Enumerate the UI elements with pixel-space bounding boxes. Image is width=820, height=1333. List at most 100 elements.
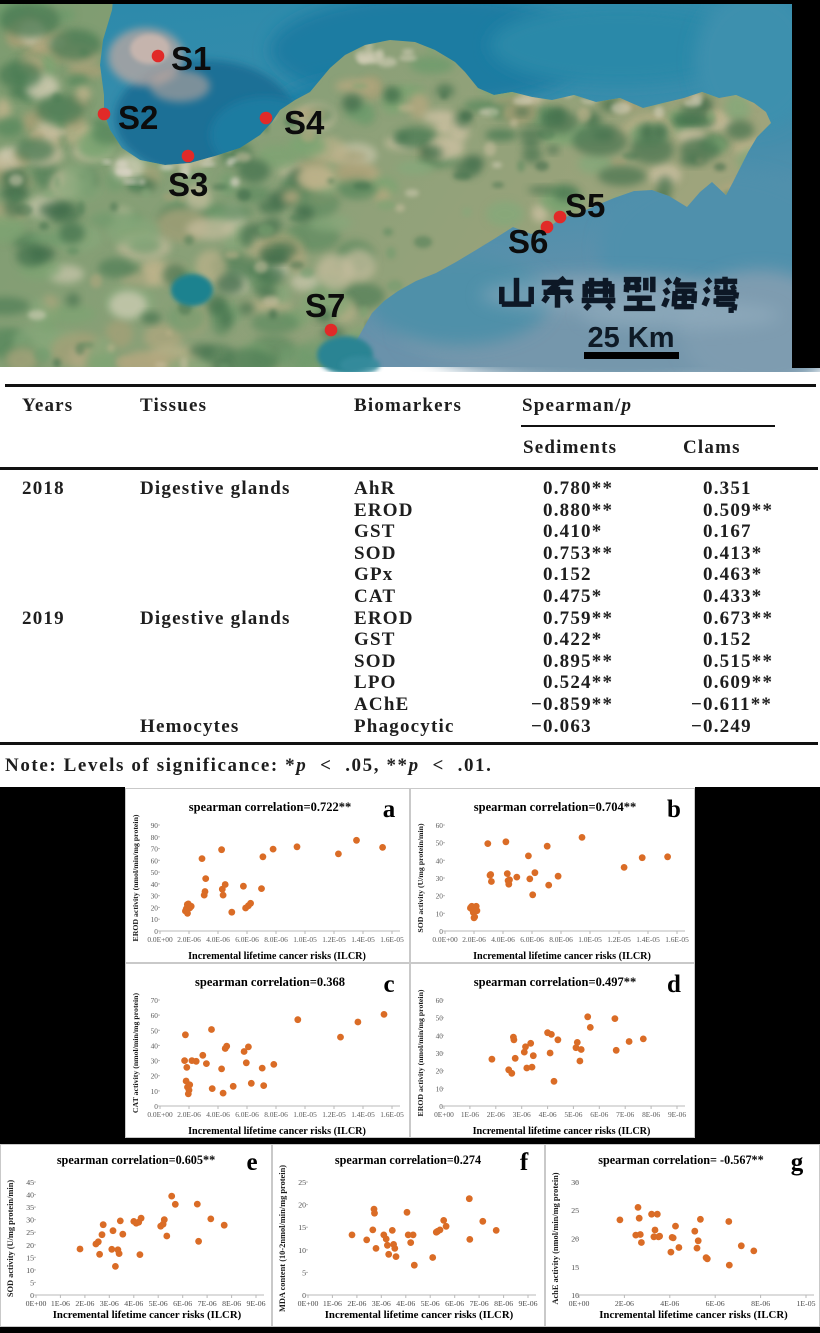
svg-text:4E-06: 4E-06 — [539, 1110, 557, 1119]
svg-text:30: 30 — [151, 892, 159, 901]
svg-text:6E-06: 6E-06 — [173, 1299, 192, 1308]
svg-text:25: 25 — [298, 1178, 306, 1187]
svg-text:2E-06: 2E-06 — [487, 1110, 505, 1119]
svg-text:CAT activity (nmol/min/mg prot: CAT activity (nmol/min/mg protein) — [131, 993, 140, 1114]
svg-text:7E-06: 7E-06 — [616, 1110, 634, 1119]
svg-text:20: 20 — [571, 1235, 579, 1244]
svg-text:0.0E+00: 0.0E+00 — [147, 935, 173, 944]
svg-text:50: 50 — [151, 1026, 159, 1035]
svg-text:15: 15 — [571, 1263, 579, 1272]
svg-text:S5: S5 — [565, 187, 605, 224]
svg-text:S1: S1 — [171, 40, 211, 77]
svg-text:0: 0 — [154, 1102, 158, 1111]
svg-text:0: 0 — [302, 1291, 306, 1300]
svg-text:9E-06: 9E-06 — [668, 1110, 686, 1119]
svg-text:30: 30 — [571, 1178, 579, 1187]
svg-text:EROD activity (nmol/min/mg pro: EROD activity (nmol/min/mg protein) — [131, 814, 140, 941]
svg-text:60: 60 — [151, 856, 159, 865]
svg-text:6.0E-06: 6.0E-06 — [235, 1110, 259, 1119]
svg-text:40: 40 — [151, 1041, 159, 1050]
svg-text:15: 15 — [298, 1223, 306, 1232]
svg-text:8E-06: 8E-06 — [751, 1299, 770, 1308]
svg-text:5E-06: 5E-06 — [564, 1110, 582, 1119]
svg-text:6E-06: 6E-06 — [445, 1299, 464, 1308]
svg-text:8E-06: 8E-06 — [494, 1299, 513, 1308]
svg-text:SOD activity (U/mg protein/min: SOD activity (U/mg protein/min) — [416, 823, 425, 933]
svg-text:1E-06: 1E-06 — [323, 1299, 342, 1308]
svg-text:20: 20 — [436, 892, 444, 901]
svg-text:2E-06: 2E-06 — [347, 1299, 366, 1308]
svg-text:1.6E-05: 1.6E-05 — [380, 1110, 404, 1119]
svg-text:70: 70 — [151, 996, 159, 1005]
svg-text:10: 10 — [151, 1087, 159, 1096]
svg-text:1E-05: 1E-05 — [796, 1299, 815, 1308]
svg-text:2.0E-06: 2.0E-06 — [177, 1110, 201, 1119]
svg-text:a: a — [383, 796, 396, 823]
svg-text:1.4E-05: 1.4E-05 — [636, 935, 660, 944]
svg-text:5: 5 — [30, 1278, 34, 1287]
svg-text:f: f — [520, 1149, 529, 1176]
svg-text:10: 10 — [298, 1246, 306, 1255]
svg-text:6.0E-06: 6.0E-06 — [235, 935, 259, 944]
svg-text:spearman correlation= -0.567**: spearman correlation= -0.567** — [598, 1153, 763, 1167]
svg-text:b: b — [667, 796, 681, 823]
svg-text:S4: S4 — [284, 104, 325, 141]
svg-text:10: 10 — [436, 909, 444, 918]
svg-text:40: 40 — [436, 856, 444, 865]
svg-text:c: c — [383, 971, 394, 998]
svg-text:SOD activity (U/mg protein/mi: SOD activity (U/mg protein/min) — [6, 1180, 15, 1298]
svg-text:4.0E-06: 4.0E-06 — [491, 935, 515, 944]
svg-text:3E-06: 3E-06 — [372, 1299, 391, 1308]
svg-text:4E-06: 4E-06 — [124, 1299, 143, 1308]
svg-text:40: 40 — [151, 880, 159, 889]
svg-text:80: 80 — [151, 833, 159, 842]
svg-text:4E-06: 4E-06 — [396, 1299, 415, 1308]
svg-text:60: 60 — [436, 996, 444, 1005]
svg-text:25: 25 — [571, 1206, 579, 1215]
svg-text:7E-06: 7E-06 — [198, 1299, 217, 1308]
svg-text:20: 20 — [151, 903, 159, 912]
svg-text:Incremental lifetime cancer ri: Incremental lifetime cancer risks (ILCR) — [473, 1126, 651, 1137]
svg-text:30: 30 — [436, 1049, 444, 1058]
svg-text:1.4E-05: 1.4E-05 — [351, 935, 375, 944]
svg-text:90: 90 — [151, 821, 159, 830]
svg-text:50: 50 — [436, 839, 444, 848]
svg-text:60: 60 — [151, 1011, 159, 1020]
svg-text:1.2E-05: 1.2E-05 — [322, 1110, 346, 1119]
svg-text:1.2E-05: 1.2E-05 — [607, 935, 631, 944]
svg-text:25: 25 — [26, 1228, 34, 1237]
svg-text:1.0E-05: 1.0E-05 — [293, 935, 317, 944]
svg-text:1.2E-05: 1.2E-05 — [322, 935, 346, 944]
svg-text:d: d — [667, 971, 681, 998]
svg-text:S2: S2 — [118, 99, 158, 136]
svg-text:0E+00: 0E+00 — [569, 1299, 590, 1308]
svg-text:0E+00: 0E+00 — [298, 1299, 319, 1308]
svg-text:1E-06: 1E-06 — [461, 1110, 479, 1119]
svg-text:60: 60 — [436, 821, 444, 830]
svg-text:70: 70 — [151, 845, 159, 854]
svg-text:8.0E-06: 8.0E-06 — [264, 1110, 288, 1119]
svg-text:10: 10 — [436, 1084, 444, 1093]
svg-text:EROD activity (nmol/min/mg pro: EROD activity (nmol/min/mg protein) — [416, 989, 425, 1116]
svg-text:1.0E-05: 1.0E-05 — [293, 1110, 317, 1119]
svg-text:30: 30 — [151, 1057, 159, 1066]
svg-text:10: 10 — [151, 915, 159, 924]
svg-text:AchE activity (nmol/min/mg pr: AchE activity (nmol/min/mg protein) — [551, 1172, 560, 1304]
svg-text:spearman correlation=0.274: spearman correlation=0.274 — [335, 1153, 481, 1167]
svg-text:0: 0 — [30, 1291, 34, 1300]
svg-text:15: 15 — [26, 1253, 34, 1262]
svg-text:Incremental lifetime cancer ri: Incremental lifetime cancer risks (ILCR) — [188, 1126, 366, 1137]
svg-text:3E-06: 3E-06 — [100, 1299, 119, 1308]
svg-text:40: 40 — [26, 1191, 34, 1200]
svg-text:Incremental lifetime cancer ri: Incremental lifetime cancer risks (ILCR) — [473, 951, 651, 962]
svg-text:spearman correlation=0.722**: spearman correlation=0.722** — [189, 800, 351, 814]
svg-text:4.0E-06: 4.0E-06 — [206, 1110, 230, 1119]
svg-text:Incremental lifetime cancer ri: Incremental lifetime cancer risks (ILCR) — [188, 951, 366, 962]
svg-text:8.0E-06: 8.0E-06 — [549, 935, 573, 944]
svg-text:3E-06: 3E-06 — [513, 1110, 531, 1119]
svg-text:2.0E-06: 2.0E-06 — [177, 935, 201, 944]
svg-text:Incremental lifetime cancer ri: Incremental lifetime cancer risks (ILCR) — [53, 1309, 242, 1321]
svg-text:50: 50 — [151, 868, 159, 877]
svg-text:30: 30 — [436, 874, 444, 883]
svg-text:10: 10 — [26, 1266, 34, 1275]
